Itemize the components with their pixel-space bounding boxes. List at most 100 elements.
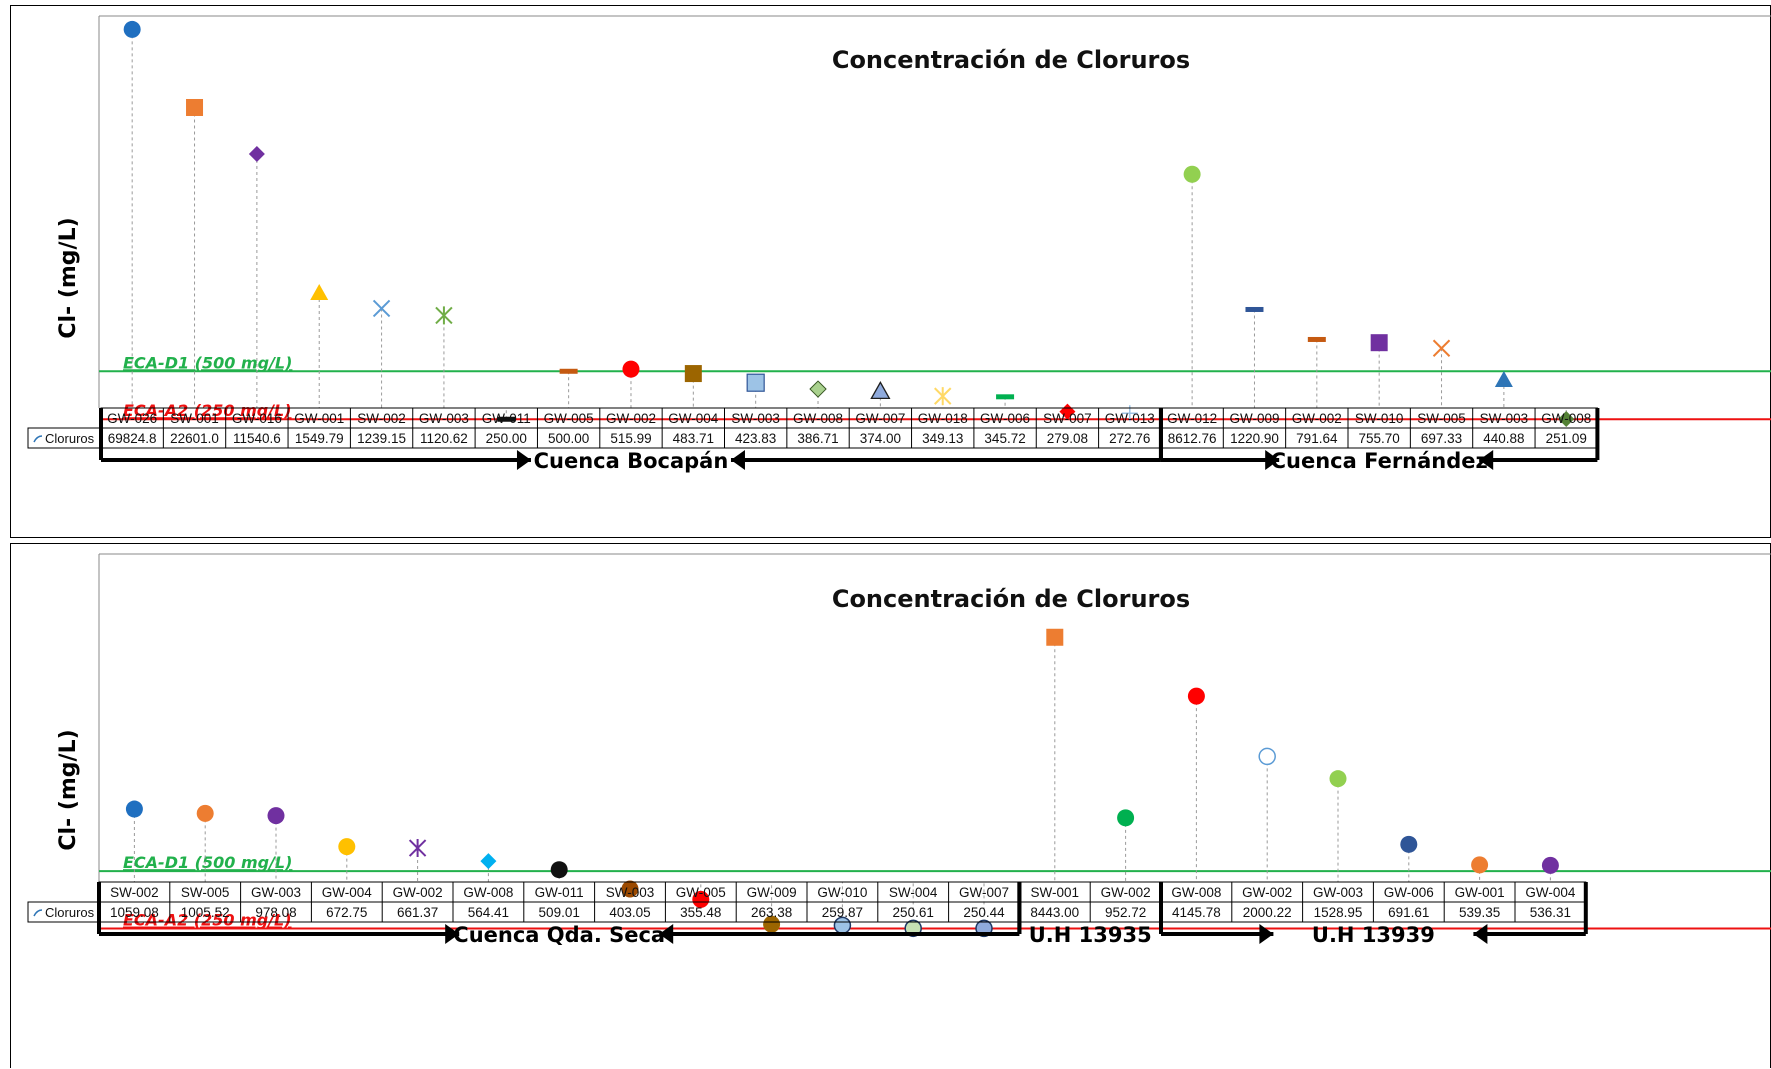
value-label-4: 661.37 <box>397 905 438 920</box>
category-label-20: SW-010 <box>1355 411 1404 426</box>
group-arrow-right-0-head <box>659 924 674 944</box>
data-point-2 <box>248 146 265 163</box>
data-point-20 <box>1541 856 1559 874</box>
category-label-13: SW-001 <box>1031 885 1080 900</box>
category-label-12: GW-007 <box>959 885 1009 900</box>
value-label-2: 978.08 <box>255 905 296 920</box>
category-label-9: GW-004 <box>668 411 719 426</box>
value-label-10: 423.83 <box>735 431 776 446</box>
data-point-17 <box>1329 770 1347 788</box>
data-point-3 <box>310 283 329 300</box>
data-point-10 <box>746 373 765 392</box>
data-point-7 <box>621 880 639 898</box>
category-label-3: GW-001 <box>294 411 344 426</box>
group-arrow-right-1-head <box>1479 450 1494 470</box>
group-arrow-left-0-head <box>445 924 460 944</box>
data-point-19 <box>1471 856 1489 874</box>
data-point-3 <box>338 838 356 856</box>
reference-line-label-1: ECA-A2 (250 mg/L) <box>123 911 292 930</box>
value-label-14: 952.72 <box>1105 905 1146 920</box>
value-label-10: 259.87 <box>822 905 863 920</box>
value-label-13: 8443.00 <box>1030 905 1079 920</box>
category-label-11: GW-008 <box>793 411 843 426</box>
category-label-21: SW-005 <box>1417 411 1466 426</box>
value-label-20: 536.31 <box>1530 905 1571 920</box>
data-point-1 <box>196 804 214 822</box>
data-point-4 <box>408 839 427 858</box>
data-point-19 <box>1307 336 1326 342</box>
category-label-23: GW-008 <box>1541 411 1591 426</box>
value-label-18: 691.61 <box>1388 905 1429 920</box>
group-label-1: U.H 13935 <box>1029 923 1152 947</box>
category-label-6: GW-011 <box>535 885 584 900</box>
group-arrow-left-1-head <box>1265 450 1280 470</box>
category-label-19: GW-001 <box>1455 885 1505 900</box>
value-label-8: 515.99 <box>610 431 651 446</box>
category-label-2: GW-003 <box>251 885 301 900</box>
value-label-7: 500.00 <box>548 431 589 446</box>
data-point-0 <box>125 800 143 818</box>
data-point-14 <box>996 394 1015 400</box>
category-label-17: GW-003 <box>1313 885 1363 900</box>
value-label-12: 250.44 <box>963 905 1005 920</box>
value-label-22: 440.88 <box>1483 431 1524 446</box>
value-label-6: 250.00 <box>486 431 527 446</box>
value-label-0: 69824.8 <box>108 431 157 446</box>
value-label-11: 250.61 <box>893 905 934 920</box>
data-point-1 <box>186 98 204 116</box>
category-label-5: GW-008 <box>463 885 513 900</box>
value-label-20: 755.70 <box>1359 431 1400 446</box>
value-label-13: 349.13 <box>922 431 963 446</box>
category-label-0: SW-002 <box>110 885 159 900</box>
data-point-4 <box>372 299 391 318</box>
value-label-7: 403.05 <box>609 905 650 920</box>
data-point-20 <box>1370 334 1388 352</box>
group-label-2: U.H 13939 <box>1312 923 1435 947</box>
value-label-3: 1549.79 <box>295 431 344 446</box>
value-label-6: 509.01 <box>539 905 580 920</box>
data-point-13 <box>934 387 952 406</box>
legend-series-name: Cloruros <box>45 905 95 920</box>
value-label-17: 8612.76 <box>1168 431 1217 446</box>
value-label-11: 386.71 <box>797 431 838 446</box>
value-label-15: 4145.78 <box>1172 905 1221 920</box>
value-label-1: 22601.0 <box>170 431 219 446</box>
group-arrow-left-2-head <box>1259 924 1274 944</box>
group-label-1: Cuenca Fernández <box>1271 449 1488 473</box>
value-label-15: 279.08 <box>1047 431 1088 446</box>
group-arrow-left-0-head <box>516 450 531 470</box>
category-label-16: GW-002 <box>1242 885 1292 900</box>
category-label-15: SW-007 <box>1043 411 1092 426</box>
value-label-8: 355.48 <box>680 905 721 920</box>
legend-series-name: Cloruros <box>45 431 95 446</box>
chart-panel-top: Concentración de Cloruros Cl- (mg/L) ECA-D… <box>10 5 1771 538</box>
category-label-12: GW-007 <box>855 411 905 426</box>
category-label-16: GW-013 <box>1105 411 1155 426</box>
value-label-21: 697.33 <box>1421 431 1462 446</box>
data-point-18 <box>1245 306 1264 312</box>
value-label-12: 374.00 <box>860 431 901 446</box>
group-arrow-right-2-head <box>1473 924 1488 944</box>
category-label-0: GW-026 <box>107 411 157 426</box>
category-label-7: GW-005 <box>544 411 594 426</box>
chart-title: Concentración de Cloruros <box>832 46 1190 74</box>
data-point-16 <box>1258 747 1276 766</box>
legend-key-icon <box>33 909 43 917</box>
category-label-15: GW-008 <box>1171 885 1221 900</box>
category-label-10: GW-010 <box>817 885 867 900</box>
value-label-0: 1059.08 <box>110 905 159 920</box>
category-label-1: SW-005 <box>181 885 230 900</box>
category-label-18: GW-009 <box>1229 411 1279 426</box>
value-label-5: 564.41 <box>468 905 509 920</box>
value-label-1: 1005.52 <box>181 905 230 920</box>
category-label-6: GW-011 <box>482 411 531 426</box>
category-label-17: GW-012 <box>1167 411 1217 426</box>
category-label-20: GW-004 <box>1525 885 1576 900</box>
category-label-22: SW-003 <box>1480 411 1529 426</box>
category-label-7: SW-003 <box>606 885 655 900</box>
value-label-17: 1528.95 <box>1314 905 1363 920</box>
data-point-2 <box>267 807 285 825</box>
legend-key-icon <box>33 435 43 443</box>
category-label-4: SW-002 <box>357 411 406 426</box>
value-label-9: 483.71 <box>673 431 714 446</box>
